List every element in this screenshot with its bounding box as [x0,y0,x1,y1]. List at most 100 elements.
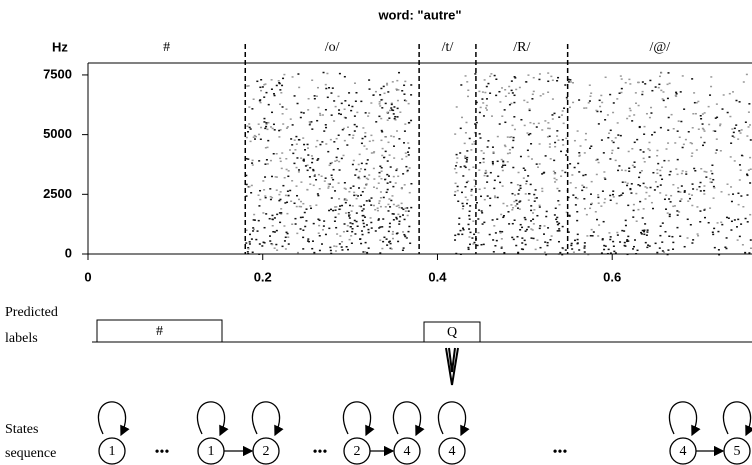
speckle [518,86,521,89]
speckle [311,247,314,250]
speckle [251,251,254,254]
speckle [352,185,355,187]
speckle [556,130,559,132]
speckle [287,175,290,178]
speckle [749,182,752,184]
speckle [652,171,655,174]
speckle [307,238,310,240]
speckle [368,200,371,202]
speckle [666,97,669,100]
speckle [283,225,286,227]
speckle [278,193,281,196]
speckle [271,224,274,227]
speckle [302,158,305,161]
speckle [390,109,393,111]
speckle [253,213,256,216]
speckle [553,112,556,115]
speckle [378,202,381,205]
speckle [355,197,358,200]
speckle [462,227,465,229]
speckle [478,169,481,171]
speckle [482,157,485,160]
label-box-text: # [156,324,163,339]
speckle [456,157,459,159]
speckle [365,200,368,202]
speckle [715,103,718,105]
speckle [353,130,356,132]
speckle [685,170,688,173]
speckle [330,114,333,116]
speckle [598,99,601,102]
speckle [578,152,581,154]
speckle [492,151,495,153]
speckle [527,175,530,177]
speckle [252,228,255,231]
speckle [489,171,492,174]
speckle [391,81,394,83]
speckle [318,188,321,190]
speckle [522,167,525,170]
speckle [511,92,514,94]
speckle [293,139,296,141]
speckle [370,204,373,206]
speckle [307,147,310,149]
speckle [306,189,309,191]
speckle [302,236,305,239]
speckle [648,149,651,152]
speckle [353,115,356,117]
speckle [538,227,541,230]
speckle [396,79,399,82]
speckle [327,185,330,188]
speckle [512,206,515,209]
speckle [273,231,276,233]
speckle [579,145,582,147]
speckle [486,181,489,183]
speckle [627,150,630,153]
speckle [550,235,553,237]
speckle [507,211,510,213]
speckle [567,231,570,233]
speckle [379,165,382,168]
speckle [290,200,293,203]
speckle [358,187,361,189]
speckle [374,90,377,93]
speckle [380,87,383,90]
speckle [284,248,287,250]
speckle [467,223,470,226]
speckle [569,182,572,184]
speckle [393,106,396,108]
speckle [656,172,659,175]
speckle [295,185,298,187]
speckle [263,189,266,191]
speckle [485,104,488,107]
speckle [482,152,485,154]
speckle [268,217,271,220]
speckle [367,231,370,234]
speckle [308,121,311,123]
speckle [592,231,595,233]
speckle [308,176,311,178]
speckle [265,91,268,94]
speckle [365,177,368,180]
speckle [406,169,409,172]
speckle [518,189,521,191]
speckle [387,141,390,144]
speckle [633,166,636,168]
speckle [279,191,282,193]
speckle [348,204,351,207]
speckle [316,139,319,142]
speckle [530,220,533,222]
speckle [556,79,559,82]
speckle [362,251,365,253]
speckle [528,109,531,112]
speckle [641,217,644,219]
speckle [574,204,577,206]
speckle [733,160,736,162]
speckle [272,152,275,155]
speckle [317,232,320,234]
speckle [348,134,351,136]
speckle [692,188,695,190]
speckle [361,190,364,193]
speckle [738,164,741,166]
speckle [372,94,375,96]
